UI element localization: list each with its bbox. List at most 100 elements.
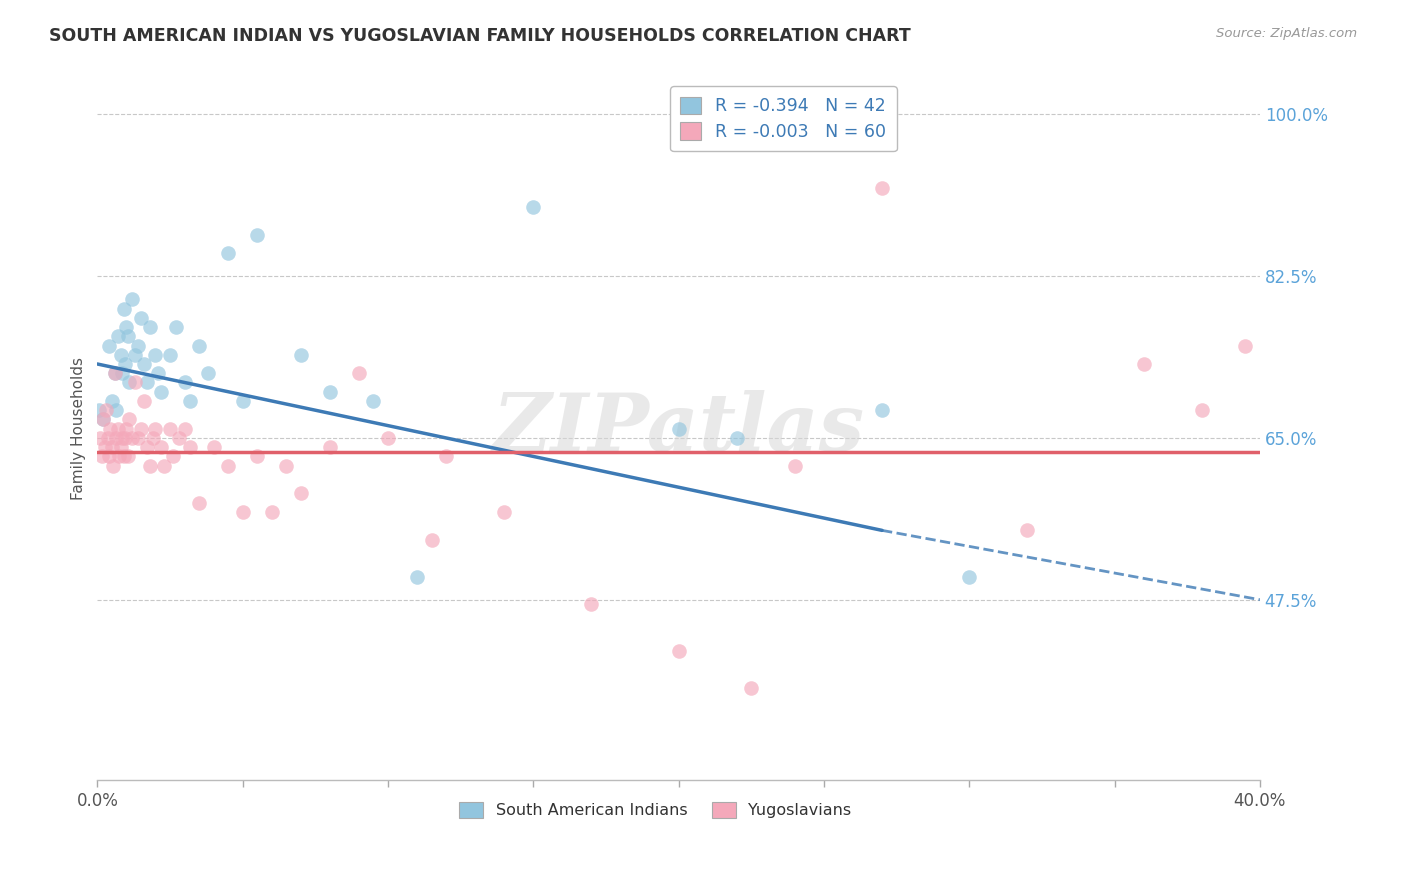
Point	[581, 597, 603, 611]
Point	[290, 486, 312, 500]
Point	[114, 357, 136, 371]
Point	[115, 320, 138, 334]
Point	[319, 440, 342, 454]
Point	[142, 431, 165, 445]
Point	[100, 422, 122, 436]
Point	[150, 440, 173, 454]
Point	[260, 505, 283, 519]
Point	[165, 320, 187, 334]
Point	[127, 338, 149, 352]
Point	[783, 458, 806, 473]
Point	[668, 643, 690, 657]
Point	[1234, 338, 1257, 352]
Point	[104, 366, 127, 380]
Point	[957, 569, 980, 583]
Point	[87, 403, 110, 417]
Point	[246, 450, 269, 464]
Point	[217, 458, 239, 473]
Point	[98, 338, 121, 352]
Point	[112, 301, 135, 316]
Point	[159, 348, 181, 362]
Point	[290, 348, 312, 362]
Point	[179, 440, 201, 454]
Point	[202, 440, 225, 454]
Point	[93, 440, 115, 454]
Point	[197, 366, 219, 380]
Point	[98, 450, 121, 464]
Point	[167, 431, 190, 445]
Point	[101, 394, 124, 409]
Point	[434, 450, 457, 464]
Point	[1132, 357, 1154, 371]
Point	[91, 412, 114, 426]
Point	[145, 348, 167, 362]
Point	[135, 376, 157, 390]
Point	[90, 450, 112, 464]
Point	[118, 412, 141, 426]
Point	[111, 366, 134, 380]
Point	[138, 320, 160, 334]
Point	[118, 376, 141, 390]
Point	[121, 293, 143, 307]
Point	[112, 450, 135, 464]
Point	[103, 458, 125, 473]
Point	[150, 384, 173, 399]
Point	[94, 403, 117, 417]
Point	[129, 310, 152, 325]
Point	[110, 440, 132, 454]
Point	[232, 394, 254, 409]
Point	[276, 458, 298, 473]
Text: Source: ZipAtlas.com: Source: ZipAtlas.com	[1216, 27, 1357, 40]
Point	[406, 569, 429, 583]
Point	[668, 422, 690, 436]
Point	[1191, 403, 1213, 417]
Point	[111, 431, 134, 445]
Point	[725, 431, 748, 445]
Point	[148, 366, 170, 380]
Point	[232, 505, 254, 519]
Point	[107, 422, 129, 436]
Point	[101, 440, 124, 454]
Point	[105, 403, 128, 417]
Point	[96, 431, 118, 445]
Point	[319, 384, 342, 399]
Point	[173, 376, 195, 390]
Point	[124, 348, 146, 362]
Point	[121, 431, 143, 445]
Point	[740, 681, 762, 695]
Point	[129, 422, 152, 436]
Point	[377, 431, 399, 445]
Point	[110, 348, 132, 362]
Point	[114, 431, 136, 445]
Point	[135, 440, 157, 454]
Point	[363, 394, 385, 409]
Legend: South American Indians, Yugoslavians: South American Indians, Yugoslavians	[453, 796, 858, 825]
Point	[347, 366, 370, 380]
Point	[246, 227, 269, 242]
Point	[1017, 524, 1039, 538]
Point	[132, 394, 155, 409]
Y-axis label: Family Households: Family Households	[72, 357, 86, 500]
Point	[153, 458, 176, 473]
Point	[138, 458, 160, 473]
Point	[117, 450, 139, 464]
Point	[91, 412, 114, 426]
Point	[105, 431, 128, 445]
Point	[132, 357, 155, 371]
Point	[162, 450, 184, 464]
Point	[115, 422, 138, 436]
Point	[870, 403, 893, 417]
Point	[188, 338, 211, 352]
Text: SOUTH AMERICAN INDIAN VS YUGOSLAVIAN FAMILY HOUSEHOLDS CORRELATION CHART: SOUTH AMERICAN INDIAN VS YUGOSLAVIAN FAM…	[49, 27, 911, 45]
Point	[522, 200, 544, 214]
Point	[494, 505, 516, 519]
Point	[124, 376, 146, 390]
Point	[89, 431, 111, 445]
Text: ZIPatlas: ZIPatlas	[492, 390, 865, 467]
Point	[420, 533, 443, 547]
Point	[173, 422, 195, 436]
Point	[104, 366, 127, 380]
Point	[188, 496, 211, 510]
Point	[159, 422, 181, 436]
Point	[870, 181, 893, 195]
